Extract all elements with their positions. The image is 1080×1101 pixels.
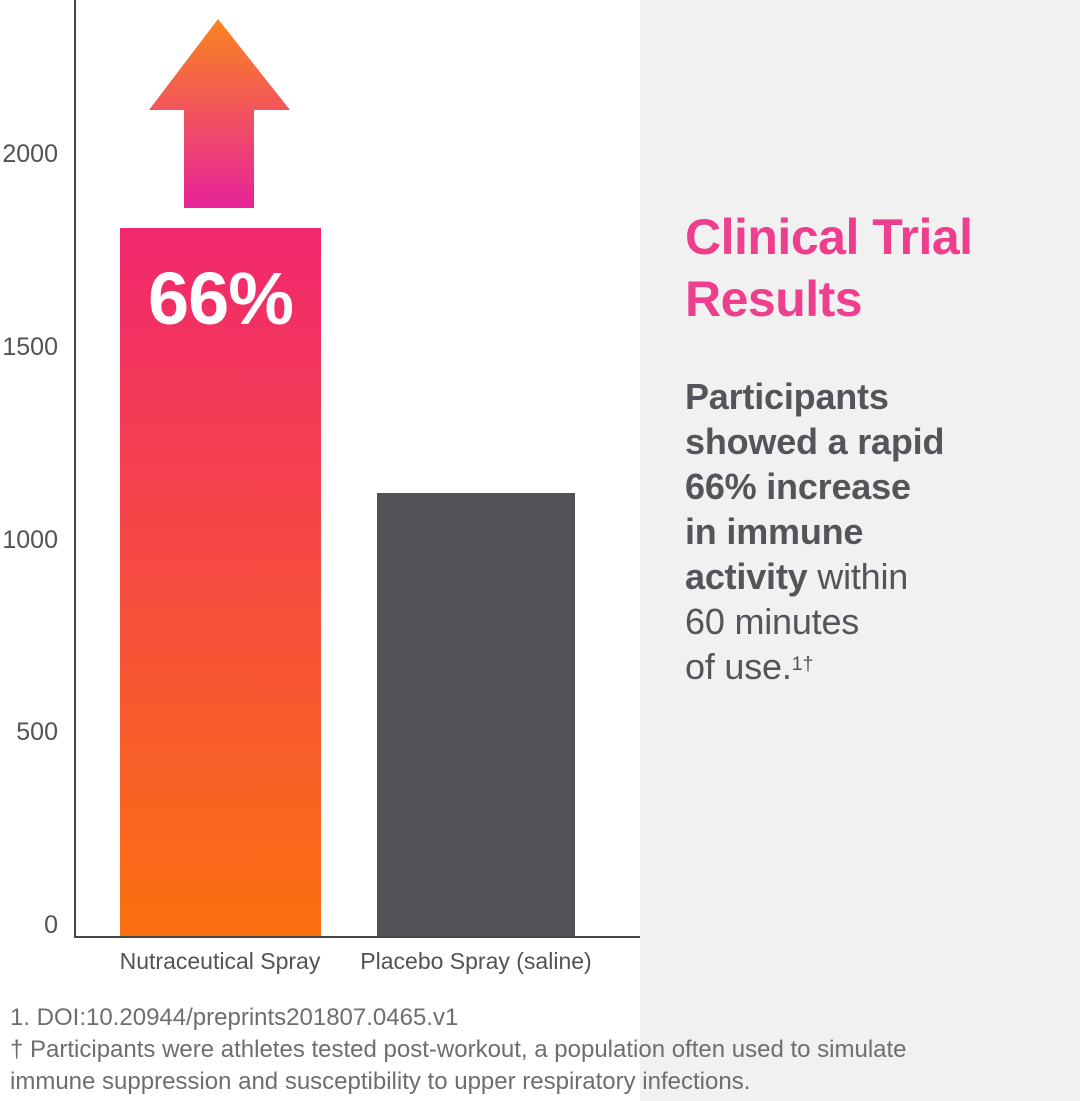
panel-title-line2: Results	[685, 271, 863, 327]
footnotes: 1. DOI:10.20944/preprints201807.0465.v1 …	[10, 1002, 907, 1098]
y-tick-1000: 1000	[2, 526, 58, 554]
bar-nutraceutical-spray: 66%	[120, 228, 321, 936]
y-tick-500: 500	[16, 718, 58, 746]
bar-chart: 2000 1500 1000 500 0 66% Nutraceutical S…	[2, 0, 640, 974]
x-axis-line	[74, 936, 640, 938]
body-line: of use.1†	[685, 646, 814, 687]
panel-body: Participants showed a rapid 66% increase…	[685, 374, 944, 696]
category-label-nutraceutical: Nutraceutical Spray	[119, 948, 321, 974]
bar-placebo-spray	[377, 493, 575, 936]
panel-title-line1: Clinical Trial	[685, 209, 973, 265]
y-axis-line	[74, 0, 76, 938]
body-line: Participants	[685, 376, 889, 417]
y-tick-0: 0	[44, 911, 58, 939]
y-tick-2000: 2000	[2, 140, 58, 168]
up-arrow-icon	[149, 19, 290, 208]
footnote-marker: 1†	[791, 653, 814, 676]
footnote-doi: 1. DOI:10.20944/preprints201807.0465.v1	[10, 1004, 459, 1031]
footnote-dagger-line2: immune suppression and susceptibility to…	[10, 1068, 751, 1095]
category-label-placebo: Placebo Spray (saline)	[360, 948, 592, 974]
body-line: in immune	[685, 511, 864, 552]
panel-title: Clinical Trial Results	[685, 206, 973, 330]
body-line: activity within	[685, 556, 909, 597]
bar-value-label: 66%	[147, 257, 294, 340]
body-line: 60 minutes	[685, 601, 860, 642]
body-line: 66% increase	[685, 466, 911, 507]
footnote-dagger-line1: † Participants were athletes tested post…	[10, 1036, 907, 1063]
results-panel: Clinical Trial Results Participants show…	[640, 0, 1080, 1101]
body-line: showed a rapid	[685, 421, 945, 462]
y-tick-1500: 1500	[2, 333, 58, 361]
